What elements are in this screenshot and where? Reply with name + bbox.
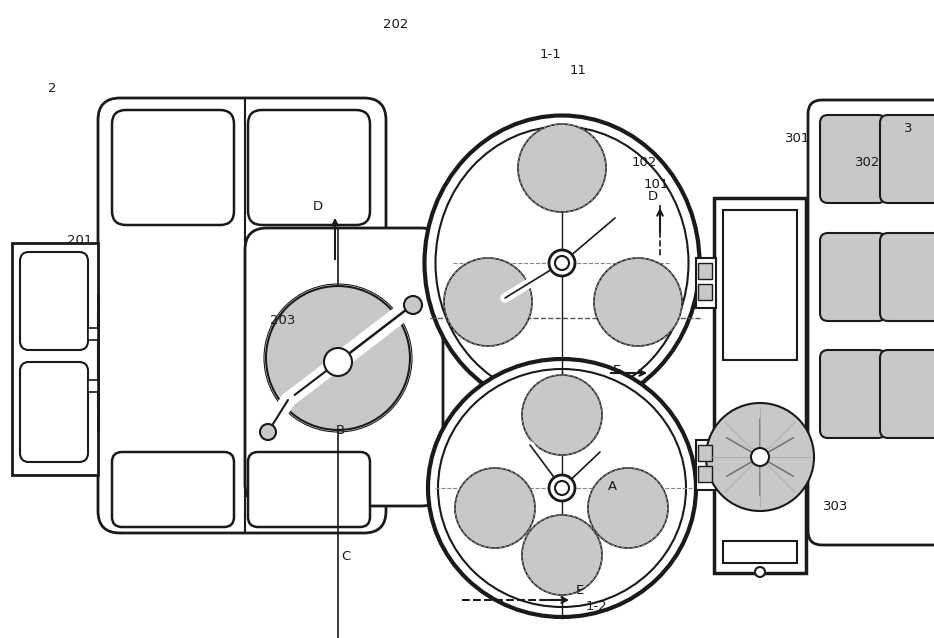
FancyBboxPatch shape xyxy=(112,452,234,527)
Bar xyxy=(723,541,797,563)
Circle shape xyxy=(260,424,276,440)
Bar xyxy=(12,243,98,475)
Text: D: D xyxy=(648,189,658,202)
Bar xyxy=(88,328,98,340)
Text: 1-2: 1-2 xyxy=(585,600,607,612)
Circle shape xyxy=(266,286,410,430)
Circle shape xyxy=(555,481,569,495)
Text: E: E xyxy=(576,584,584,598)
FancyBboxPatch shape xyxy=(20,252,88,350)
Bar xyxy=(723,210,797,360)
Ellipse shape xyxy=(424,115,700,410)
Ellipse shape xyxy=(435,126,688,399)
FancyBboxPatch shape xyxy=(880,115,934,203)
Text: 201: 201 xyxy=(67,234,92,246)
FancyBboxPatch shape xyxy=(98,98,386,533)
Circle shape xyxy=(755,567,765,577)
FancyBboxPatch shape xyxy=(880,233,934,321)
Circle shape xyxy=(706,403,814,511)
Text: D: D xyxy=(313,200,323,214)
Bar xyxy=(698,445,712,461)
Bar xyxy=(698,466,712,482)
Circle shape xyxy=(444,258,532,346)
Text: 1-1: 1-1 xyxy=(539,48,561,61)
Text: 301: 301 xyxy=(785,131,811,144)
Text: 203: 203 xyxy=(270,313,296,327)
FancyBboxPatch shape xyxy=(820,350,886,438)
FancyBboxPatch shape xyxy=(820,115,886,203)
FancyBboxPatch shape xyxy=(112,110,234,225)
Bar xyxy=(698,263,712,279)
Bar xyxy=(696,440,716,490)
Circle shape xyxy=(549,250,575,276)
FancyBboxPatch shape xyxy=(248,452,370,527)
Text: 302: 302 xyxy=(856,156,881,170)
Circle shape xyxy=(324,348,352,376)
Circle shape xyxy=(751,448,769,466)
Text: 101: 101 xyxy=(644,179,669,191)
Circle shape xyxy=(455,468,535,548)
Circle shape xyxy=(594,258,682,346)
FancyBboxPatch shape xyxy=(820,233,886,321)
FancyBboxPatch shape xyxy=(20,362,88,462)
Ellipse shape xyxy=(438,369,686,607)
Text: 3: 3 xyxy=(904,121,913,135)
Text: 202: 202 xyxy=(383,19,409,31)
Circle shape xyxy=(522,375,602,455)
Bar xyxy=(714,198,806,573)
Circle shape xyxy=(404,296,422,314)
Bar xyxy=(88,380,98,392)
FancyBboxPatch shape xyxy=(248,110,370,225)
Text: 11: 11 xyxy=(570,64,587,77)
Text: C: C xyxy=(341,549,350,563)
Circle shape xyxy=(518,124,606,212)
Text: E: E xyxy=(613,364,621,378)
Text: B: B xyxy=(335,424,345,436)
Circle shape xyxy=(522,515,602,595)
Bar xyxy=(696,258,716,308)
Circle shape xyxy=(555,256,569,270)
Text: 102: 102 xyxy=(631,156,657,170)
Circle shape xyxy=(549,475,575,501)
FancyBboxPatch shape xyxy=(880,350,934,438)
Text: 303: 303 xyxy=(823,500,849,512)
FancyBboxPatch shape xyxy=(245,228,443,506)
Bar xyxy=(698,284,712,300)
Circle shape xyxy=(588,468,668,548)
Ellipse shape xyxy=(428,359,696,617)
Text: 2: 2 xyxy=(48,82,56,94)
Text: A: A xyxy=(607,480,616,494)
